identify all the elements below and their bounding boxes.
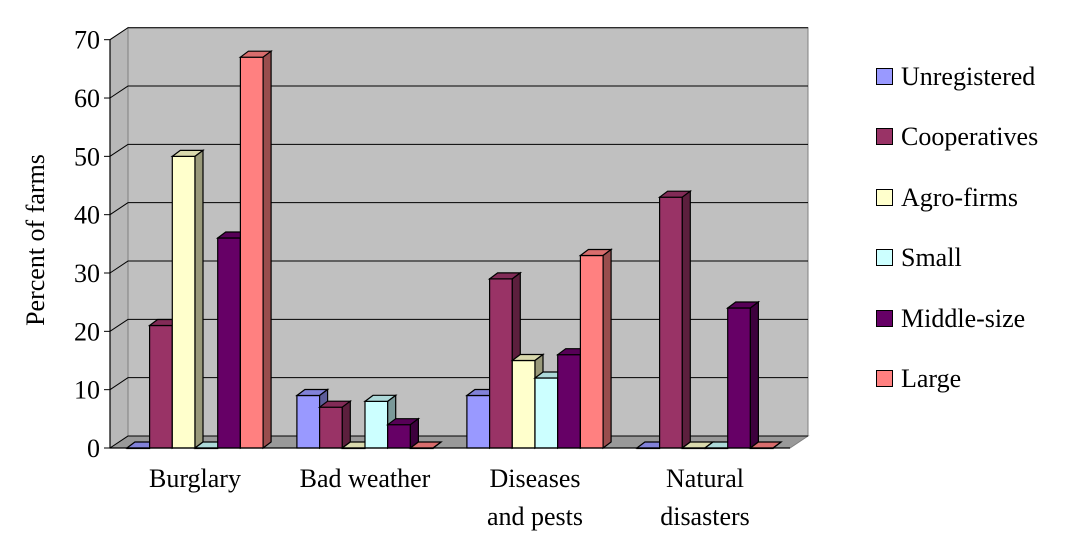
y-tick-label: 0 — [87, 434, 100, 463]
x-tick-label: Bad weather — [300, 464, 431, 493]
legend-swatch — [876, 188, 893, 206]
y-tick-label: 40 — [74, 201, 100, 230]
bars — [125, 49, 783, 450]
bar — [317, 399, 353, 450]
gridline — [109, 143, 808, 157]
y-tick-label: 60 — [74, 84, 100, 113]
y-tick-label: 30 — [74, 259, 100, 288]
bar — [170, 149, 205, 450]
x-tick-label: Diseases — [490, 464, 581, 493]
legend-swatch — [876, 128, 893, 146]
legend-label: Middle-size — [901, 303, 1026, 333]
axes: 0 10 20 30 40 50 60 70 Burglary Bad weather Diseas… — [74, 26, 790, 531]
bar — [578, 248, 613, 450]
y-tick-label: 20 — [74, 317, 100, 346]
legend-label: Agro-firms — [901, 182, 1018, 212]
y-axis-label: Percent of farms — [21, 154, 50, 326]
bar — [238, 49, 273, 450]
x-tick-label: Natural — [666, 464, 744, 493]
bar — [657, 189, 693, 450]
legend-swatch — [876, 249, 893, 267]
legend-label: Cooperatives — [901, 122, 1039, 152]
y-tick-label: 70 — [74, 26, 100, 55]
side-wall — [109, 26, 129, 449]
legend-swatch — [876, 369, 893, 387]
x-tick-label: and pests — [487, 502, 583, 531]
gridline — [109, 202, 808, 216]
legend-label: Large — [901, 363, 962, 393]
x-tick-label: Burglary — [149, 464, 241, 493]
x-tick-label: disasters — [660, 502, 750, 531]
gridline — [109, 85, 808, 99]
gridline — [109, 27, 808, 41]
legend-swatch — [876, 68, 893, 85]
legend-label: Small — [901, 243, 962, 273]
y-tick-label: 50 — [74, 142, 100, 171]
bar — [725, 300, 761, 450]
legend-swatch — [876, 309, 893, 327]
bar — [385, 417, 421, 450]
legend-label: Unregistered — [901, 62, 1036, 91]
y-tick-label: 10 — [74, 376, 100, 405]
chart-walls — [108, 26, 810, 449]
